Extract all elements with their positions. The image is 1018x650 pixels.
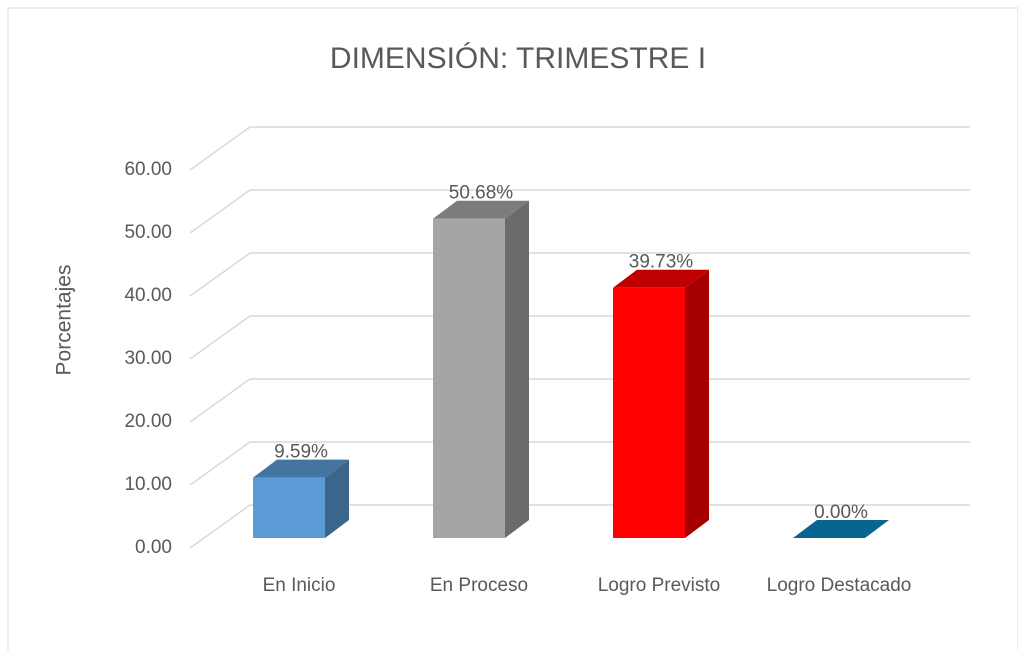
bar-side bbox=[505, 200, 529, 538]
bar-front bbox=[433, 218, 505, 538]
grid-line bbox=[189, 126, 970, 171]
grid-line bbox=[189, 252, 970, 297]
x-tick-label: Logro Previsto bbox=[598, 575, 721, 596]
bar-side bbox=[325, 459, 349, 538]
x-tick-label: En Proceso bbox=[430, 575, 528, 596]
grid-line bbox=[189, 189, 970, 234]
bar-front bbox=[613, 287, 685, 538]
bar-top bbox=[613, 269, 709, 288]
y-tick-label: 50.00 bbox=[124, 222, 172, 243]
chart-frame bbox=[7, 7, 1018, 650]
bar bbox=[613, 269, 709, 538]
grid-line bbox=[189, 504, 970, 549]
y-tick-label: 30.00 bbox=[124, 348, 172, 369]
grid-line bbox=[189, 441, 970, 486]
bar-top bbox=[793, 520, 889, 538]
data-label: 50.68% bbox=[449, 183, 514, 204]
bar bbox=[793, 520, 889, 538]
y-tick-label: 40.00 bbox=[124, 285, 172, 306]
bar-top bbox=[433, 200, 529, 219]
data-label: 9.59% bbox=[274, 442, 328, 463]
y-tick-label: 60.00 bbox=[124, 159, 172, 180]
bar-front bbox=[253, 477, 325, 538]
x-tick-label: En Inicio bbox=[263, 575, 336, 596]
data-label: 39.73% bbox=[629, 252, 694, 273]
bar bbox=[253, 459, 349, 538]
y-tick-label: 0.00 bbox=[135, 537, 172, 558]
y-tick-label: 20.00 bbox=[124, 411, 172, 432]
x-tick-label: Logro Destacado bbox=[767, 575, 912, 596]
chart-title: DIMENSIÓN: TRIMESTRE I bbox=[330, 42, 706, 75]
bar-top bbox=[253, 459, 349, 478]
grid-line bbox=[189, 378, 970, 423]
bar-side bbox=[685, 269, 709, 538]
data-label: 0.00% bbox=[814, 502, 868, 523]
bar bbox=[433, 200, 529, 538]
y-axis-label: Porcentajes bbox=[53, 265, 76, 376]
y-tick-label: 10.00 bbox=[124, 474, 172, 495]
grid-line bbox=[189, 315, 970, 360]
